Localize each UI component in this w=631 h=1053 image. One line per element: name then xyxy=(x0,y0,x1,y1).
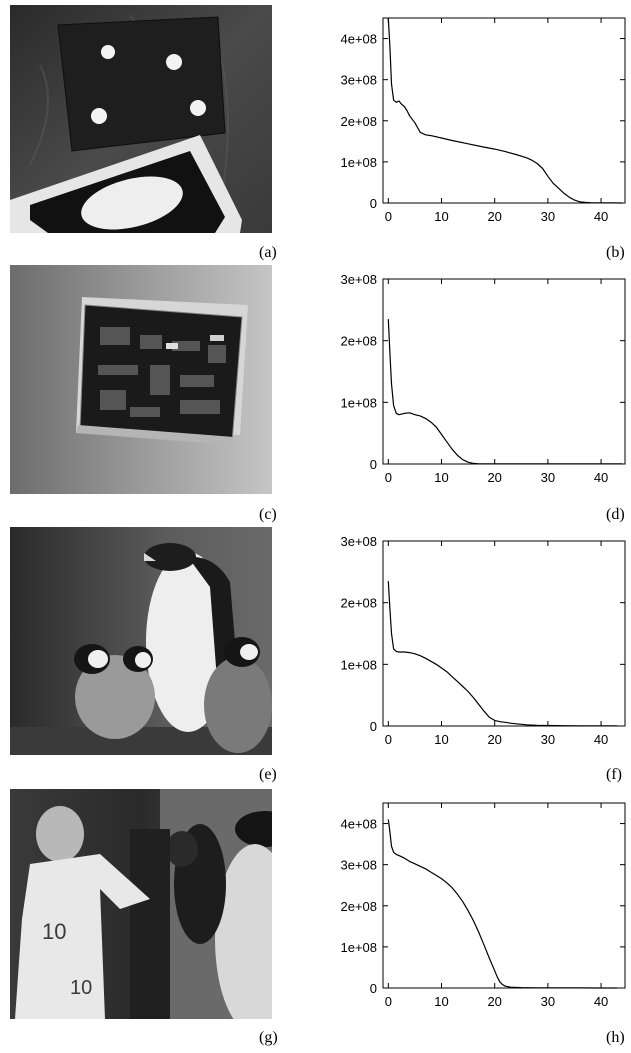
series-line xyxy=(387,319,623,465)
photo-g: 10 10 xyxy=(10,789,272,1019)
y-tick-label: 1e+08 xyxy=(340,395,377,410)
x-tick-label: 0 xyxy=(385,470,392,485)
panel-label-e: (e) xyxy=(259,766,277,783)
y-tick-label: 2e+08 xyxy=(340,114,377,129)
plot-frame xyxy=(382,278,626,465)
chart-b-svg: 0 10 20 30 40 0 1e+08 2e+08 3e+08 4e+08 xyxy=(340,17,626,224)
chart-b: 0 10 20 30 40 0 1e+08 2e+08 3e+08 4e+08 xyxy=(322,17,626,238)
plot-frame xyxy=(382,17,626,204)
chart-f-svg: 0 10 20 30 40 0 1e+08 2e+08 3e+08 xyxy=(340,534,626,747)
x-tick-label: 10 xyxy=(434,994,448,1009)
series-line xyxy=(387,17,623,204)
plot-frame xyxy=(382,540,626,727)
panel-label-d: (d) xyxy=(606,506,625,523)
x-tick-label: 30 xyxy=(541,994,555,1009)
panel-label-f: (f) xyxy=(606,766,622,783)
x-tick-label: 30 xyxy=(541,209,555,224)
x-tick-label: 10 xyxy=(434,209,448,224)
y-tick-label: 3e+08 xyxy=(340,534,377,549)
y-tick-label: 1e+08 xyxy=(340,155,377,170)
y-tick-label: 3e+08 xyxy=(340,73,377,88)
chart-f: 0 10 20 30 40 0 1e+08 2e+08 3e+08 xyxy=(322,534,626,761)
panel-label-g: (g) xyxy=(259,1029,278,1046)
x-tick-label: 30 xyxy=(541,470,555,485)
y-tick-label: 2e+08 xyxy=(340,334,377,349)
chart-d-svg: 0 10 20 30 40 0 1e+08 2e+08 3e+08 xyxy=(340,272,626,485)
x-tick-label: 10 xyxy=(434,470,448,485)
series-line xyxy=(387,819,617,989)
x-tick-label: 20 xyxy=(487,209,501,224)
svg-text:10: 10 xyxy=(42,919,66,944)
x-tick-label: 0 xyxy=(385,732,392,747)
svg-text:10: 10 xyxy=(70,977,92,999)
y-tick-label: 4e+08 xyxy=(340,32,377,47)
y-tick-label: 0 xyxy=(370,981,377,996)
plot-frame xyxy=(382,802,626,989)
y-tick-label: 1e+08 xyxy=(340,940,377,955)
chart-h-svg: 0 10 20 30 40 0 1e+08 2e+08 3e+08 4e+08 xyxy=(340,802,626,1009)
y-tick-label: 0 xyxy=(370,196,377,211)
chart-d: 0 10 20 30 40 0 1e+08 2e+08 3e+08 xyxy=(322,272,626,499)
photo-e xyxy=(10,527,272,755)
x-tick-label: 40 xyxy=(594,209,608,224)
panel-label-a: (a) xyxy=(259,244,277,261)
y-tick-label: 2e+08 xyxy=(340,899,377,914)
x-tick-label: 10 xyxy=(434,732,448,747)
photo-a xyxy=(10,5,272,233)
photo-c xyxy=(10,265,272,494)
panel-label-c: (c) xyxy=(259,506,277,523)
panel-label-h: (h) xyxy=(606,1029,625,1046)
x-tick-label: 30 xyxy=(541,732,555,747)
x-tick-label: 0 xyxy=(385,209,392,224)
panel-label-b: (b) xyxy=(606,244,625,261)
x-tick-label: 40 xyxy=(594,470,608,485)
y-tick-label: 3e+08 xyxy=(340,272,377,287)
x-tick-label: 20 xyxy=(487,994,501,1009)
y-tick-label: 3e+08 xyxy=(340,858,377,873)
y-tick-label: 2e+08 xyxy=(340,596,377,611)
y-tick-label: 0 xyxy=(370,719,377,734)
x-tick-label: 40 xyxy=(594,732,608,747)
y-tick-label: 4e+08 xyxy=(340,817,377,832)
x-tick-label: 40 xyxy=(594,994,608,1009)
y-tick-label: 0 xyxy=(370,457,377,472)
x-tick-label: 20 xyxy=(487,470,501,485)
chart-h: 0 10 20 30 40 0 1e+08 2e+08 3e+08 4e+08 xyxy=(322,802,626,1023)
series-line xyxy=(387,581,617,727)
x-tick-label: 20 xyxy=(487,732,501,747)
x-tick-label: 0 xyxy=(385,994,392,1009)
y-tick-label: 1e+08 xyxy=(340,657,377,672)
